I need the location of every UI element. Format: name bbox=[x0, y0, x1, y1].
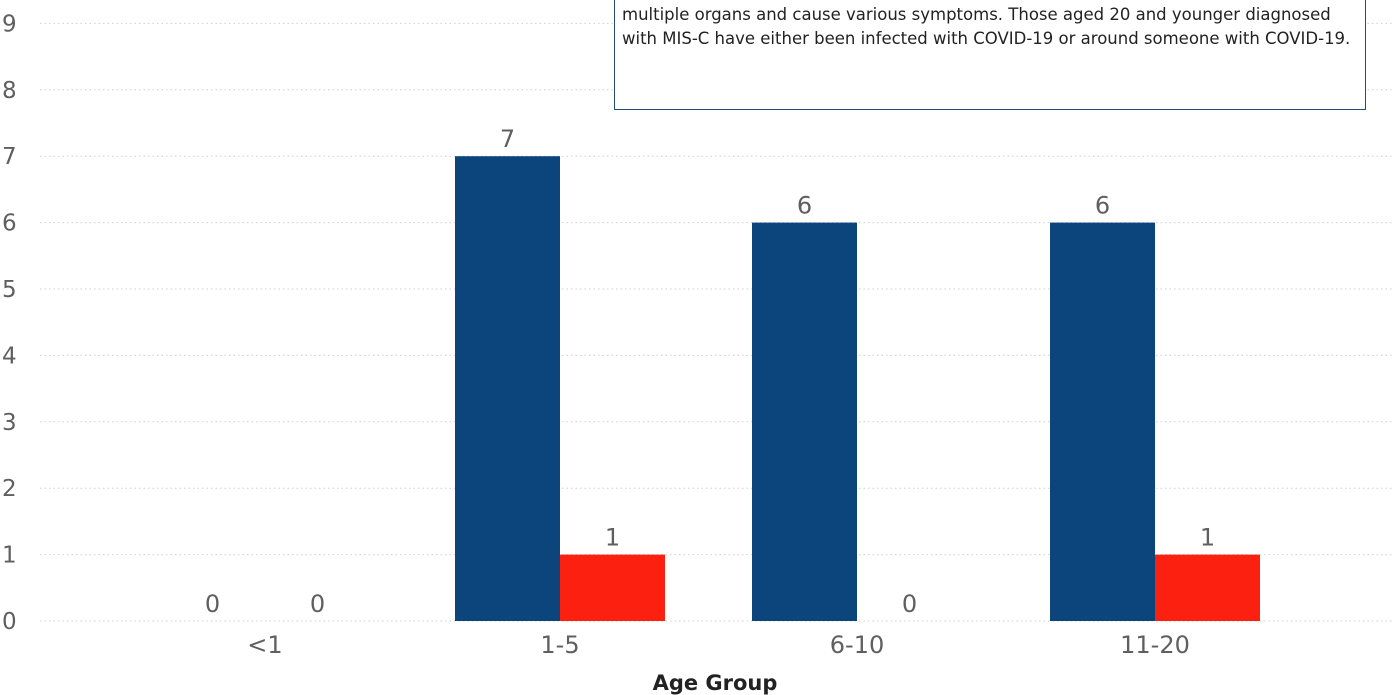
data-label-0-1: 0 bbox=[310, 590, 325, 618]
y-axis-ticks: 0 1 2 3 4 5 6 7 8 9 bbox=[2, 11, 17, 635]
y-tick-label-0: 0 bbox=[2, 609, 17, 635]
x-tick-label-2: 6-10 bbox=[830, 631, 884, 659]
x-tick-label-0: <1 bbox=[247, 631, 282, 659]
annotation-box: MIS-C is a rare but serious complication… bbox=[614, 0, 1366, 110]
x-axis-ticks: <1 1-5 6-10 11-20 bbox=[247, 631, 1190, 659]
y-tick-label-4: 4 bbox=[2, 343, 17, 369]
bar-2-0 bbox=[752, 222, 857, 621]
data-label-1-1: 1 bbox=[605, 524, 620, 552]
bar-3-1 bbox=[1155, 554, 1260, 621]
data-label-0-0: 0 bbox=[205, 590, 220, 618]
data-label-3-1: 1 bbox=[1200, 524, 1215, 552]
bars bbox=[455, 156, 1260, 621]
x-tick-label-3: 11-20 bbox=[1120, 631, 1190, 659]
annotation-text: MIS-C is a rare but serious complication… bbox=[622, 5, 1351, 48]
data-labels: 0 0 7 1 6 0 6 1 bbox=[205, 125, 1215, 618]
y-tick-label-7: 7 bbox=[2, 144, 17, 170]
y-tick-label-2: 2 bbox=[2, 476, 17, 502]
x-tick-label-1: 1-5 bbox=[540, 631, 579, 659]
bar-1-1 bbox=[560, 554, 665, 621]
data-label-1-0: 7 bbox=[500, 125, 515, 153]
data-label-3-0: 6 bbox=[1095, 192, 1110, 220]
bar-3-0 bbox=[1050, 222, 1155, 621]
y-tick-label-1: 1 bbox=[2, 543, 17, 569]
y-tick-label-6: 6 bbox=[2, 211, 17, 237]
y-tick-label-5: 5 bbox=[2, 277, 17, 303]
bar-1-0 bbox=[455, 156, 560, 621]
x-axis-title: Age Group bbox=[653, 671, 778, 695]
y-tick-label-8: 8 bbox=[2, 78, 17, 104]
data-label-2-0: 6 bbox=[797, 192, 812, 220]
gridlines bbox=[40, 22, 1392, 622]
data-label-2-1: 0 bbox=[902, 590, 917, 618]
y-tick-label-3: 3 bbox=[2, 410, 17, 436]
y-tick-label-9: 9 bbox=[2, 11, 17, 37]
